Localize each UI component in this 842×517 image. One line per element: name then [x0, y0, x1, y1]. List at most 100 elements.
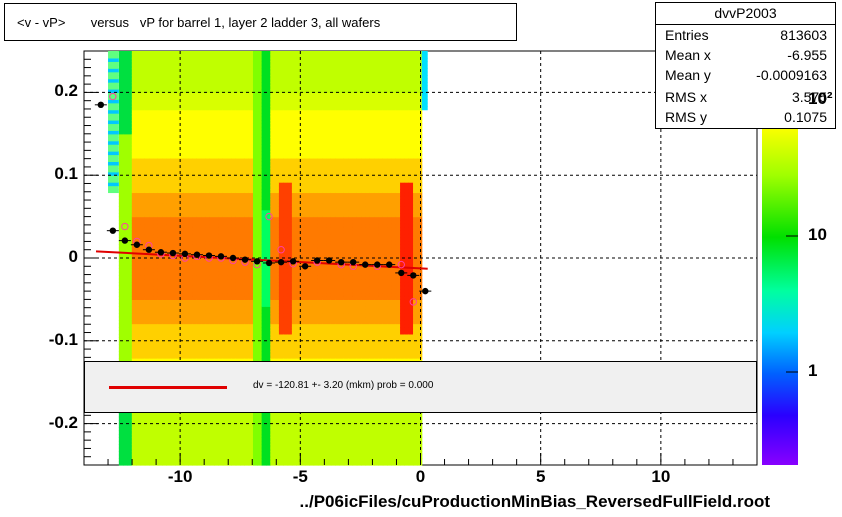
- heat-cell: [175, 447, 181, 452]
- heat-cell: [248, 75, 254, 80]
- heat-cell: [222, 130, 228, 135]
- heat-cell: [131, 433, 137, 438]
- heat-cell: [270, 282, 276, 287]
- heat-cell: [136, 337, 142, 342]
- heat-cell: [283, 275, 289, 280]
- heat-cell: [153, 154, 159, 159]
- heat-cell: [118, 68, 124, 73]
- heat-cell: [153, 233, 159, 238]
- heat-cell: [222, 461, 228, 466]
- heat-cell: [153, 226, 159, 231]
- heat-cell: [175, 313, 181, 318]
- heat-cell: [123, 126, 129, 131]
- heat-cell: [205, 240, 211, 245]
- heat-cell: [235, 178, 241, 183]
- heat-cell: [131, 461, 137, 466]
- heat-cell: [278, 161, 284, 166]
- heat-cell: [153, 358, 159, 363]
- heat-cell: [252, 420, 258, 425]
- heat-cell: [283, 113, 289, 118]
- heat-cell: [261, 199, 267, 204]
- heat-cell: [209, 323, 215, 328]
- heat-cell: [239, 213, 245, 218]
- heat-cell: [140, 420, 146, 425]
- heat-cell: [283, 333, 289, 338]
- heat-cell: [149, 168, 155, 173]
- heat-cell: [144, 275, 150, 280]
- heat-cell: [183, 195, 189, 200]
- heat-cell: [170, 220, 176, 225]
- heat-cell: [209, 168, 215, 173]
- heat-cell: [205, 327, 211, 332]
- heat-cell: [179, 330, 185, 335]
- heat-cell: [118, 264, 124, 269]
- heat-cell: [227, 299, 232, 304]
- heat-cell: [239, 189, 245, 194]
- heat-cell: [183, 299, 189, 304]
- heat-cell: [157, 430, 163, 435]
- heat-cell: [157, 454, 163, 459]
- heat-cell: [244, 233, 250, 238]
- heat-cell: [209, 285, 215, 290]
- heat-cell: [175, 433, 181, 438]
- heat-cell: [157, 213, 163, 218]
- heat-cell: [175, 430, 181, 435]
- heat-cell: [136, 137, 142, 142]
- heat-cell: [144, 175, 150, 180]
- heat-cell: [278, 209, 284, 214]
- heat-cell: [209, 68, 215, 73]
- heat-cell: [123, 313, 129, 318]
- heat-cell: [188, 413, 194, 418]
- heat-cell: [248, 51, 254, 56]
- heat-cell: [175, 302, 181, 307]
- heat-cell: [123, 461, 129, 466]
- heat-cell: [205, 168, 211, 173]
- heat-cell: [175, 216, 181, 221]
- heat-cell: [201, 168, 206, 173]
- heat-cell: [162, 209, 168, 214]
- heat-cell: [287, 171, 293, 176]
- heat-cell: [136, 133, 142, 138]
- heat-cell: [274, 61, 280, 66]
- heat-cell: [196, 189, 202, 194]
- heat-cell: [205, 430, 211, 435]
- heat-cell: [274, 233, 280, 238]
- heat-cell: [270, 271, 276, 276]
- heat-cell: [287, 323, 293, 328]
- heat-cell: [252, 244, 258, 249]
- heat-cell: [153, 351, 159, 356]
- heat-cell: [231, 278, 237, 283]
- heat-cell: [179, 102, 185, 107]
- heat-cell: [244, 68, 250, 73]
- heat-cell: [252, 75, 258, 80]
- heat-cell: [201, 137, 206, 142]
- heat-cell: [270, 192, 276, 197]
- heat-cell: [222, 340, 228, 345]
- heat-cell: [179, 116, 185, 121]
- heat-cell: [239, 120, 245, 125]
- heat-cell: [144, 433, 150, 438]
- heat-cell: [127, 223, 133, 228]
- heat-cell: [179, 230, 185, 235]
- heat-cell: [283, 226, 289, 231]
- heat-cell: [188, 247, 194, 252]
- heat-cell: [257, 157, 263, 162]
- heat-cell: [201, 306, 206, 311]
- heat-cell: [244, 237, 250, 242]
- heat-cell: [287, 264, 293, 269]
- heat-cell: [252, 64, 258, 69]
- heat-cell: [218, 106, 224, 111]
- heat-cell: [214, 440, 219, 445]
- heat-cell: [222, 106, 228, 111]
- heat-cell: [274, 213, 280, 218]
- heat-cell: [201, 420, 206, 425]
- heat-cell: [274, 289, 280, 294]
- heat-cell: [140, 282, 146, 287]
- heat-cell: [261, 130, 267, 135]
- heat-cell: [175, 144, 181, 149]
- heat-cell: [218, 344, 224, 349]
- heat-cell: [231, 147, 237, 152]
- heat-cell: [201, 264, 206, 269]
- heat-cell: [170, 92, 176, 97]
- heat-cell: [183, 330, 189, 335]
